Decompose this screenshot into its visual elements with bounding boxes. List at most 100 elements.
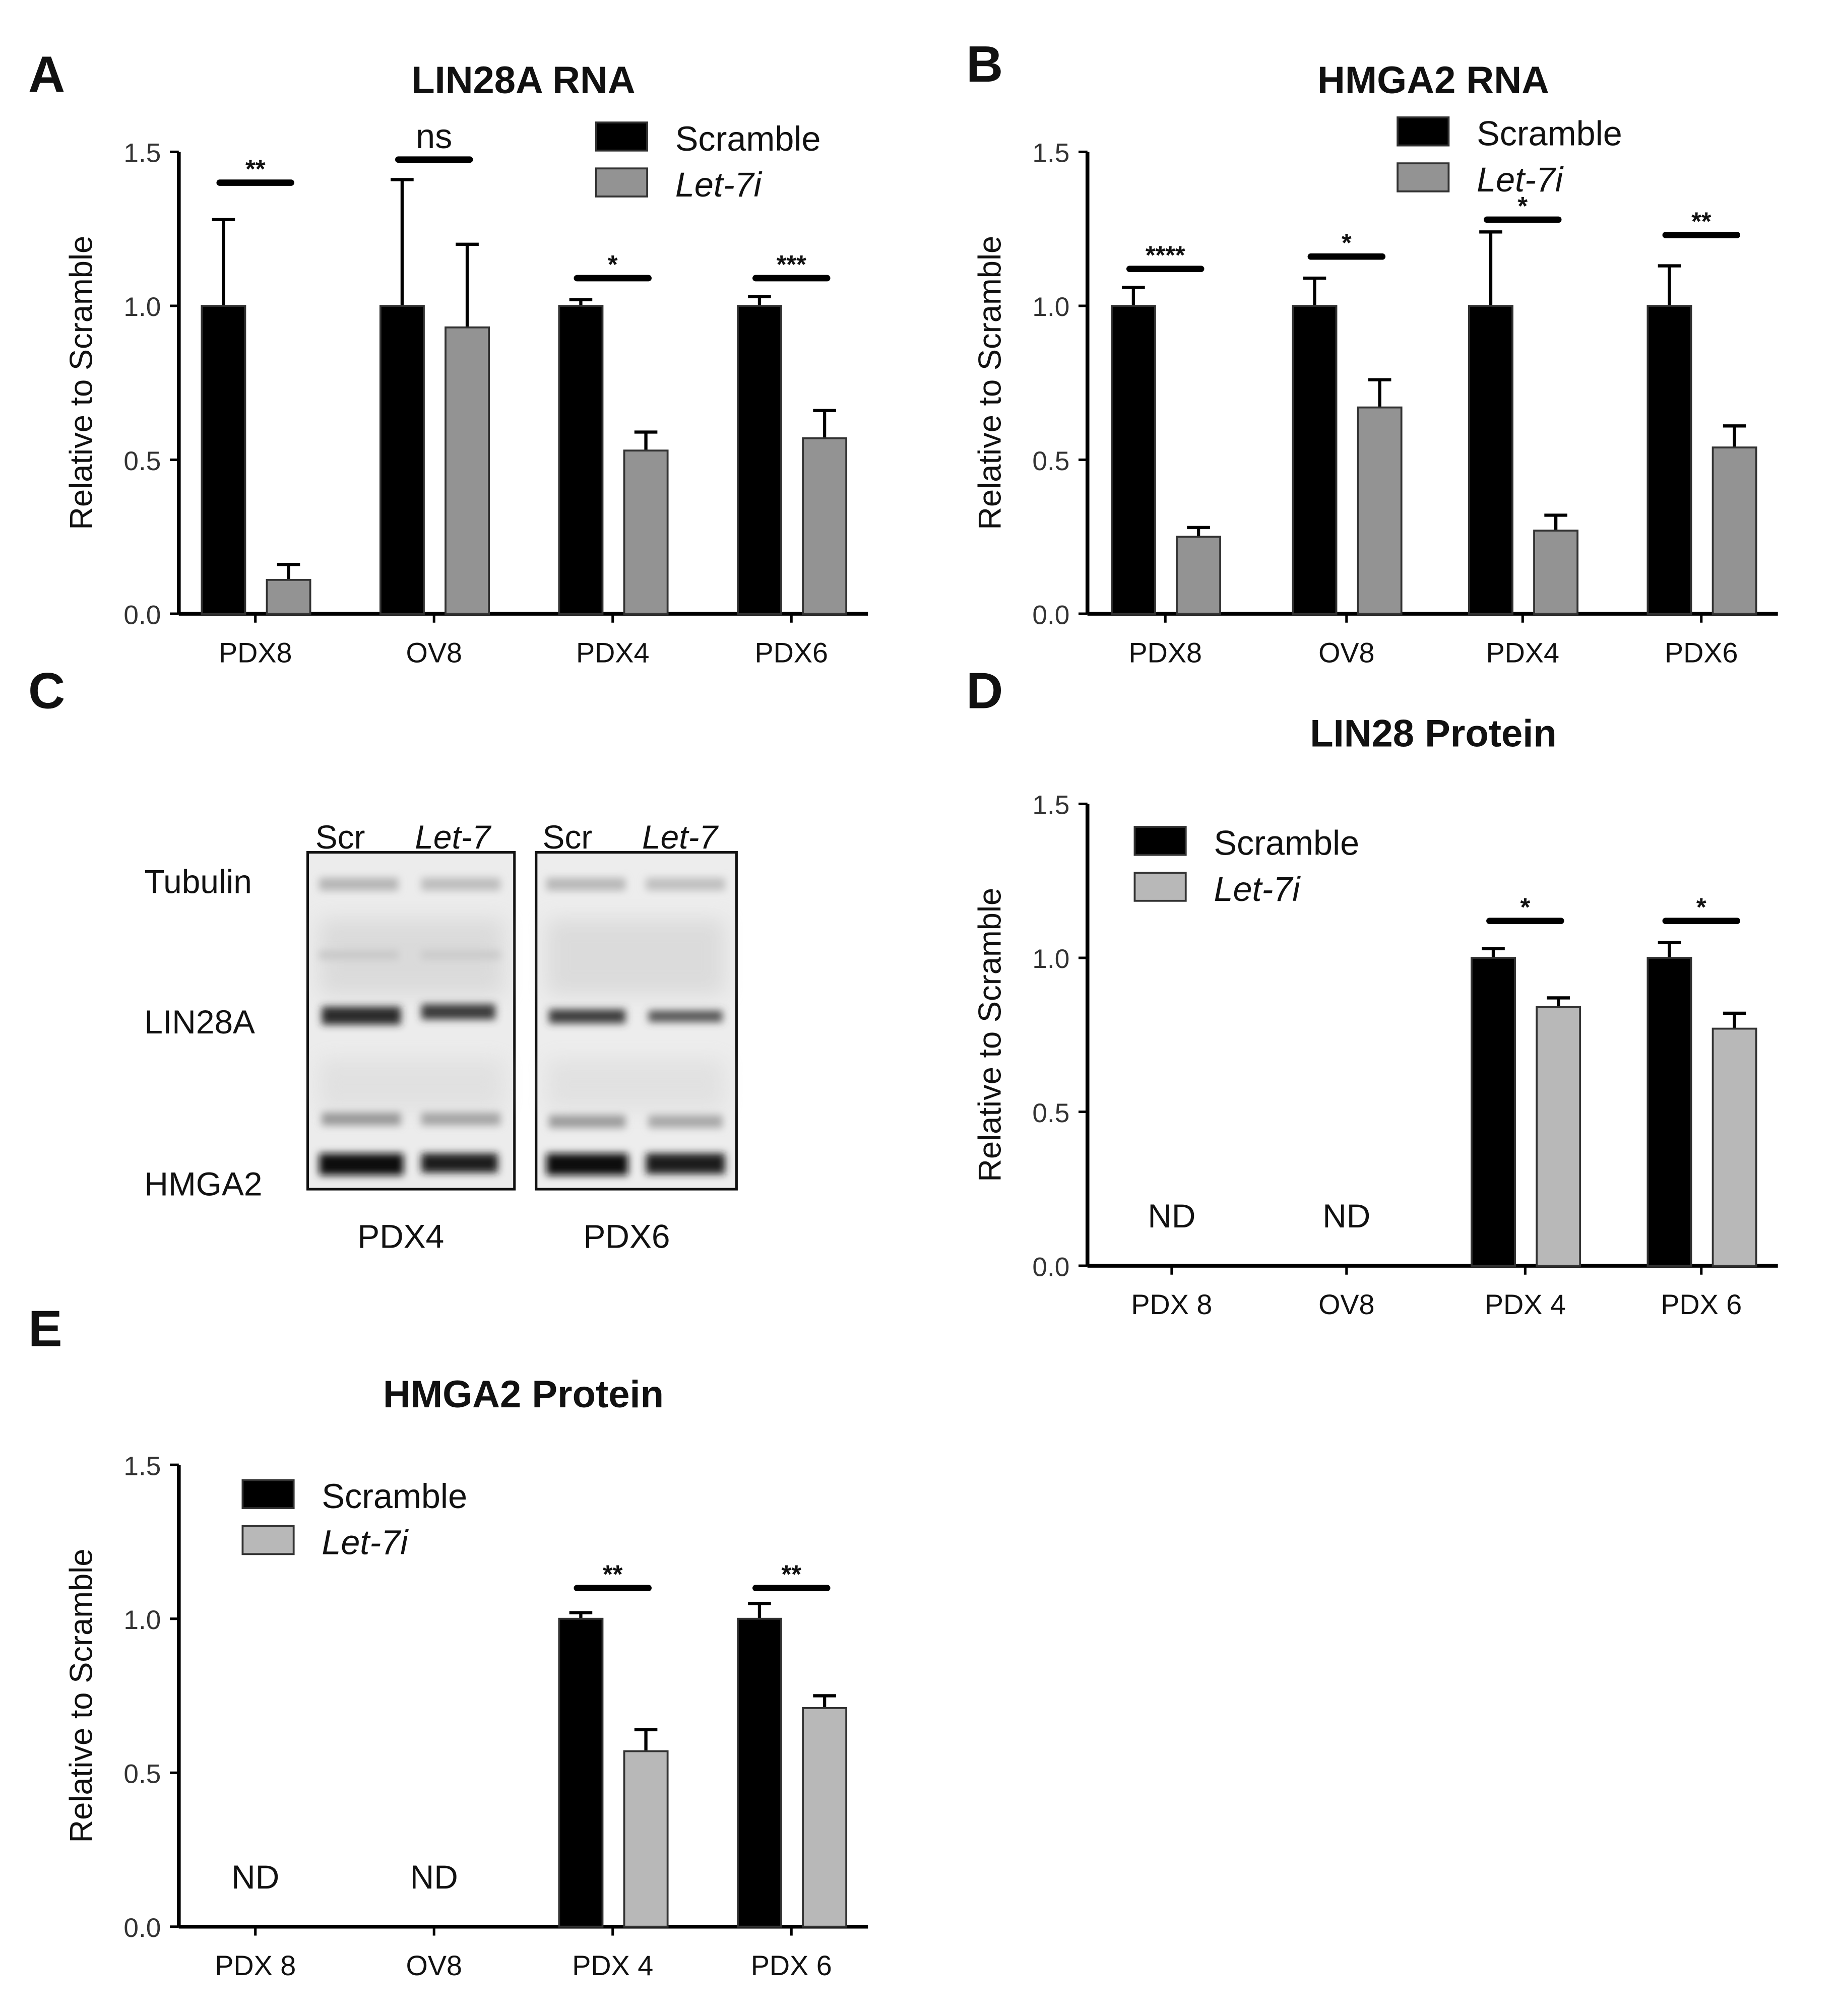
bar-let7i: [1176, 536, 1222, 615]
y-tick-label: 0.5: [123, 1759, 161, 1789]
western-blot: Scr Let-7 Scr Let-7 Tubulin LIN28A HMGA2: [144, 818, 738, 1255]
chart-a: LIN28A RNA 0.0 0.5 1.0 1.5 Relative to Scramb…: [64, 59, 868, 668]
not-detected-label: ND: [410, 1858, 458, 1896]
bar-let7i: [802, 1707, 848, 1928]
legend-label-let7i: Let-7i: [675, 166, 763, 204]
x-tick-label: PDX6: [1665, 637, 1738, 668]
bar-scramble: [737, 1617, 782, 1928]
y-axis-label: Relative to Scramble: [64, 1548, 99, 1843]
lane-label: Let-7: [415, 818, 491, 856]
panel-label-b: B: [966, 36, 1003, 93]
bar-let7i: [623, 1750, 669, 1928]
bar-scramble: [1471, 957, 1516, 1267]
x-tick-label: PDX 8: [215, 1950, 296, 1981]
bar-scramble: [1646, 305, 1692, 615]
bar-let7i: [445, 326, 490, 615]
chart-d: LIN28 Protein 0.0 0.5 1.0 1.5 Relative to Scr…: [973, 712, 1778, 1320]
y-tick-label: 0.0: [123, 600, 161, 630]
chart-title: LIN28A RNA: [411, 59, 636, 102]
significance-label: *: [1517, 191, 1528, 220]
y-tick-label: 0.5: [1032, 1098, 1069, 1128]
x-tick-label: PDX4: [1486, 637, 1560, 668]
legend: Scramble Let-7i: [1397, 115, 1622, 199]
y-tick-label: 0.0: [1032, 1252, 1069, 1282]
bar-let7i: [266, 578, 311, 615]
legend: Scramble Let-7i: [1133, 824, 1359, 908]
blot-membrane-pdx6: [535, 851, 738, 1191]
not-detected-label: ND: [1322, 1197, 1370, 1234]
lane-label: Scr: [542, 818, 592, 856]
lane-label: Let-7: [642, 818, 719, 856]
x-tick-label: OV8: [406, 637, 462, 668]
panel-label-a: A: [28, 46, 65, 103]
x-tick-label: PDX8: [219, 637, 292, 668]
x-tick-label: PDX 6: [751, 1950, 832, 1981]
y-tick-label: 0.0: [123, 1913, 161, 1943]
y-tick-label: 1.0: [123, 1605, 161, 1635]
bar-let7i: [802, 437, 848, 615]
x-tick-label: PDX 4: [572, 1950, 653, 1981]
y-tick-label: 1.0: [1032, 292, 1069, 322]
legend-label-let7i: Let-7i: [322, 1523, 409, 1562]
y-tick-label: 0.0: [1032, 600, 1069, 630]
x-tick-label: PDX8: [1128, 637, 1202, 668]
legend-swatch-let7i: [1133, 872, 1187, 902]
bar-scramble: [1292, 305, 1338, 615]
y-tick-label: 1.0: [123, 292, 161, 322]
y-tick-label: 0.5: [1032, 446, 1069, 476]
legend-label-scramble: Scramble: [322, 1477, 467, 1516]
bar-let7i: [1533, 530, 1579, 615]
legend-swatch-scramble: [1397, 116, 1450, 147]
legend-label-let7i: Let-7i: [1214, 870, 1301, 908]
row-label-hmga2: HMGA2: [144, 1165, 262, 1203]
significance-label: ns: [416, 117, 452, 156]
not-detected-label: ND: [231, 1858, 279, 1896]
lane-label: Scr: [315, 818, 365, 856]
legend-label-let7i: Let-7i: [1477, 161, 1564, 199]
chart-e: HMGA2 Protein 0.0 0.5 1.0 1.5 Relative to Scr…: [64, 1373, 868, 1981]
y-tick-label: 1.0: [1032, 944, 1069, 974]
row-label-tubulin: Tubulin: [144, 863, 251, 900]
significance-label: ***: [777, 250, 806, 279]
chart-b: HMGA2 RNA 0.0 0.5 1.0 1.5 Relative to Scrambl…: [973, 59, 1778, 668]
x-tick-label: PDX6: [755, 637, 829, 668]
y-tick-label: 1.5: [123, 1451, 161, 1481]
y-tick-label: 1.5: [123, 139, 161, 168]
x-tick-label: PDX4: [576, 637, 650, 668]
row-label-lin28a: LIN28A: [144, 1003, 255, 1040]
legend-swatch-let7i: [241, 1525, 295, 1555]
chart-title: HMGA2 Protein: [383, 1373, 664, 1416]
legend-swatch-scramble: [1133, 826, 1187, 856]
x-tick-label: PDX 8: [1131, 1289, 1212, 1320]
bar-scramble: [1468, 305, 1513, 615]
y-axis-label: Relative to Scramble: [973, 888, 1008, 1182]
x-tick-label: OV8: [1318, 637, 1374, 668]
significance-label: **: [1691, 207, 1712, 235]
chart-title: HMGA2 RNA: [1317, 59, 1549, 102]
y-tick-label: 1.5: [1032, 791, 1069, 820]
legend-swatch-scramble: [241, 1479, 295, 1510]
significance-label: *: [1342, 228, 1352, 257]
bar-scramble: [737, 305, 782, 615]
not-detected-label: ND: [1148, 1197, 1195, 1234]
legend-swatch-let7i: [1397, 162, 1450, 192]
bar-scramble: [379, 305, 425, 615]
significance-label: **: [245, 154, 266, 183]
bar-let7i: [1712, 1027, 1757, 1267]
legend-swatch-let7i: [595, 167, 649, 198]
group-label-pdx6: PDX6: [584, 1218, 670, 1255]
bar-scramble: [558, 1617, 604, 1928]
bar-scramble: [1646, 957, 1692, 1267]
x-tick-label: OV8: [406, 1950, 462, 1981]
panel-label-d: D: [966, 662, 1003, 719]
significance-label: **: [603, 1559, 623, 1588]
y-axis-label: Relative to Scramble: [973, 236, 1008, 530]
significance-label: *: [1696, 893, 1706, 922]
panel-label-c: C: [28, 662, 65, 719]
bar-let7i: [1536, 1006, 1581, 1267]
legend-swatch-scramble: [595, 121, 649, 152]
bar-scramble: [558, 305, 604, 615]
blot-membrane-pdx4: [306, 851, 516, 1191]
legend: Scramble Let-7i: [241, 1477, 467, 1562]
significance-label: **: [782, 1559, 802, 1588]
